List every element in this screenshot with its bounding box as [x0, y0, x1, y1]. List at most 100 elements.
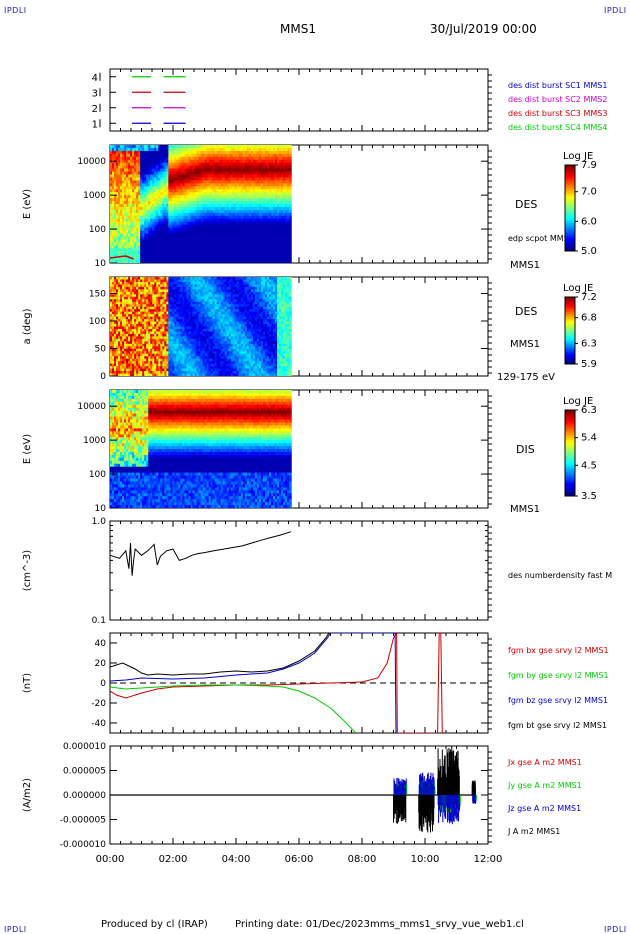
- spectrogram-cell: [208, 224, 212, 229]
- spectrogram-cell: [134, 206, 137, 211]
- spectrogram-cell: [252, 153, 256, 158]
- spectrogram-cell: [122, 242, 125, 246]
- spectrogram-cell: [268, 165, 272, 170]
- spectrogram-cell: [180, 168, 184, 173]
- spectrogram-cell: [287, 248, 290, 252]
- spectrogram-cell: [134, 371, 137, 375]
- spectrogram-cell: [226, 260, 230, 263]
- spectrogram-cell: [258, 254, 262, 258]
- spectrogram-cell: [160, 156, 163, 161]
- spectrogram-cell: [114, 363, 117, 367]
- spectrogram-cell: [194, 230, 198, 235]
- spectrogram-cell: [266, 221, 270, 226]
- spectrogram-cell: [226, 248, 230, 252]
- spectrogram-cell: [271, 251, 274, 255]
- spectrogram-cell: [166, 248, 169, 252]
- spectrogram-cell: [202, 198, 206, 202]
- spectrogram-cell: [226, 218, 230, 223]
- spectrogram-cell: [152, 224, 155, 229]
- spectrogram-cell: [184, 174, 188, 179]
- spectrogram-cell: [148, 145, 151, 149]
- spectrogram-cell: [110, 180, 113, 184]
- spectrogram-cell: [236, 174, 240, 179]
- spectrogram-cell: [124, 301, 127, 305]
- spectrogram-cell: [166, 162, 169, 167]
- spectrogram-cell: [287, 159, 290, 164]
- spectrogram-cell: [283, 260, 286, 263]
- colorbar-cell: [565, 208, 575, 211]
- spectrogram-cell: [190, 239, 194, 243]
- spectrogram-cell: [170, 174, 173, 179]
- spectrogram-cell: [166, 245, 169, 249]
- spectrogram-cell: [206, 162, 210, 167]
- spectrogram-cell: [130, 189, 133, 193]
- spectrogram-cell: [178, 183, 182, 187]
- spectrogram-cell: [126, 299, 129, 303]
- spectrogram-cell: [184, 180, 188, 184]
- spectrogram-cell: [168, 192, 171, 196]
- spectrogram-cell: [154, 251, 157, 255]
- spectrogram-cell: [152, 230, 155, 235]
- spectrogram-cell: [232, 192, 236, 196]
- spectrogram-cell: [240, 242, 244, 246]
- spectrogram-cell: [140, 294, 143, 298]
- spectrogram-cell: [268, 183, 272, 187]
- spectrogram-cell: [114, 168, 117, 173]
- spectrogram-cell: [285, 171, 288, 176]
- spectrogram-cell: [142, 326, 145, 330]
- spectrogram-cell: [126, 301, 129, 305]
- spectrogram-cell: [279, 189, 282, 193]
- spectrogram-cell: [172, 236, 175, 240]
- spectrogram-cell: [277, 209, 280, 214]
- spectrogram-cell: [252, 230, 256, 235]
- spectrogram-cell: [230, 230, 234, 235]
- spectrogram-cell: [232, 186, 236, 190]
- spectrogram-cell: [226, 204, 230, 208]
- spectrogram-cell: [198, 236, 202, 240]
- spectrogram-cell: [116, 286, 119, 290]
- spectrogram-cell: [236, 260, 240, 263]
- spectrogram-cell: [218, 242, 222, 246]
- spectrogram-cell: [134, 192, 137, 196]
- spectrogram-cell: [154, 328, 157, 333]
- spectrogram-cell: [256, 206, 260, 211]
- spectrogram-cell: [196, 260, 200, 263]
- spectrogram-cell: [134, 294, 137, 298]
- spectrogram-cell: [285, 218, 288, 223]
- spectrogram-cell: [152, 257, 155, 261]
- spectrogram-cell: [190, 206, 194, 211]
- spectrogram-cell: [124, 309, 127, 313]
- spectrogram-cell: [144, 242, 147, 246]
- spectrogram-cell: [150, 279, 153, 283]
- spectrogram-cell: [160, 254, 163, 258]
- spectrogram-cell: [238, 201, 242, 205]
- spectrogram-cell: [252, 168, 256, 173]
- spectrogram-cell: [148, 277, 151, 281]
- spectrogram-cell: [166, 224, 169, 229]
- spectrogram-cell: [136, 171, 139, 176]
- spectrogram-cell: [118, 186, 121, 190]
- spectrogram-cell: [202, 171, 206, 176]
- spectrogram-cell: [283, 209, 286, 214]
- spectrogram-cell: [114, 254, 117, 258]
- spectrogram-cell: [275, 150, 278, 155]
- spectrogram-cell: [192, 245, 196, 249]
- spectrogram-cell: [250, 168, 254, 173]
- spectrogram-cell: [210, 186, 214, 190]
- spectrogram-cell: [150, 277, 153, 281]
- spectrogram-cell: [142, 156, 145, 161]
- spectrogram-cell: [234, 183, 238, 187]
- spectrogram-cell: [236, 239, 240, 243]
- spectrogram-cell: [150, 346, 153, 350]
- spectrogram-cell: [150, 348, 153, 352]
- spectrogram-cell: [170, 230, 173, 235]
- spectrogram-cell: [182, 242, 186, 246]
- spectrogram-cell: [214, 242, 218, 246]
- spectrogram-cell: [275, 224, 278, 229]
- spectrogram-cell: [273, 145, 276, 149]
- spectrogram-cell: [194, 209, 198, 214]
- spectrogram-cell: [116, 147, 119, 152]
- spectrogram-cell: [194, 221, 198, 226]
- spectrogram-cell: [266, 233, 270, 238]
